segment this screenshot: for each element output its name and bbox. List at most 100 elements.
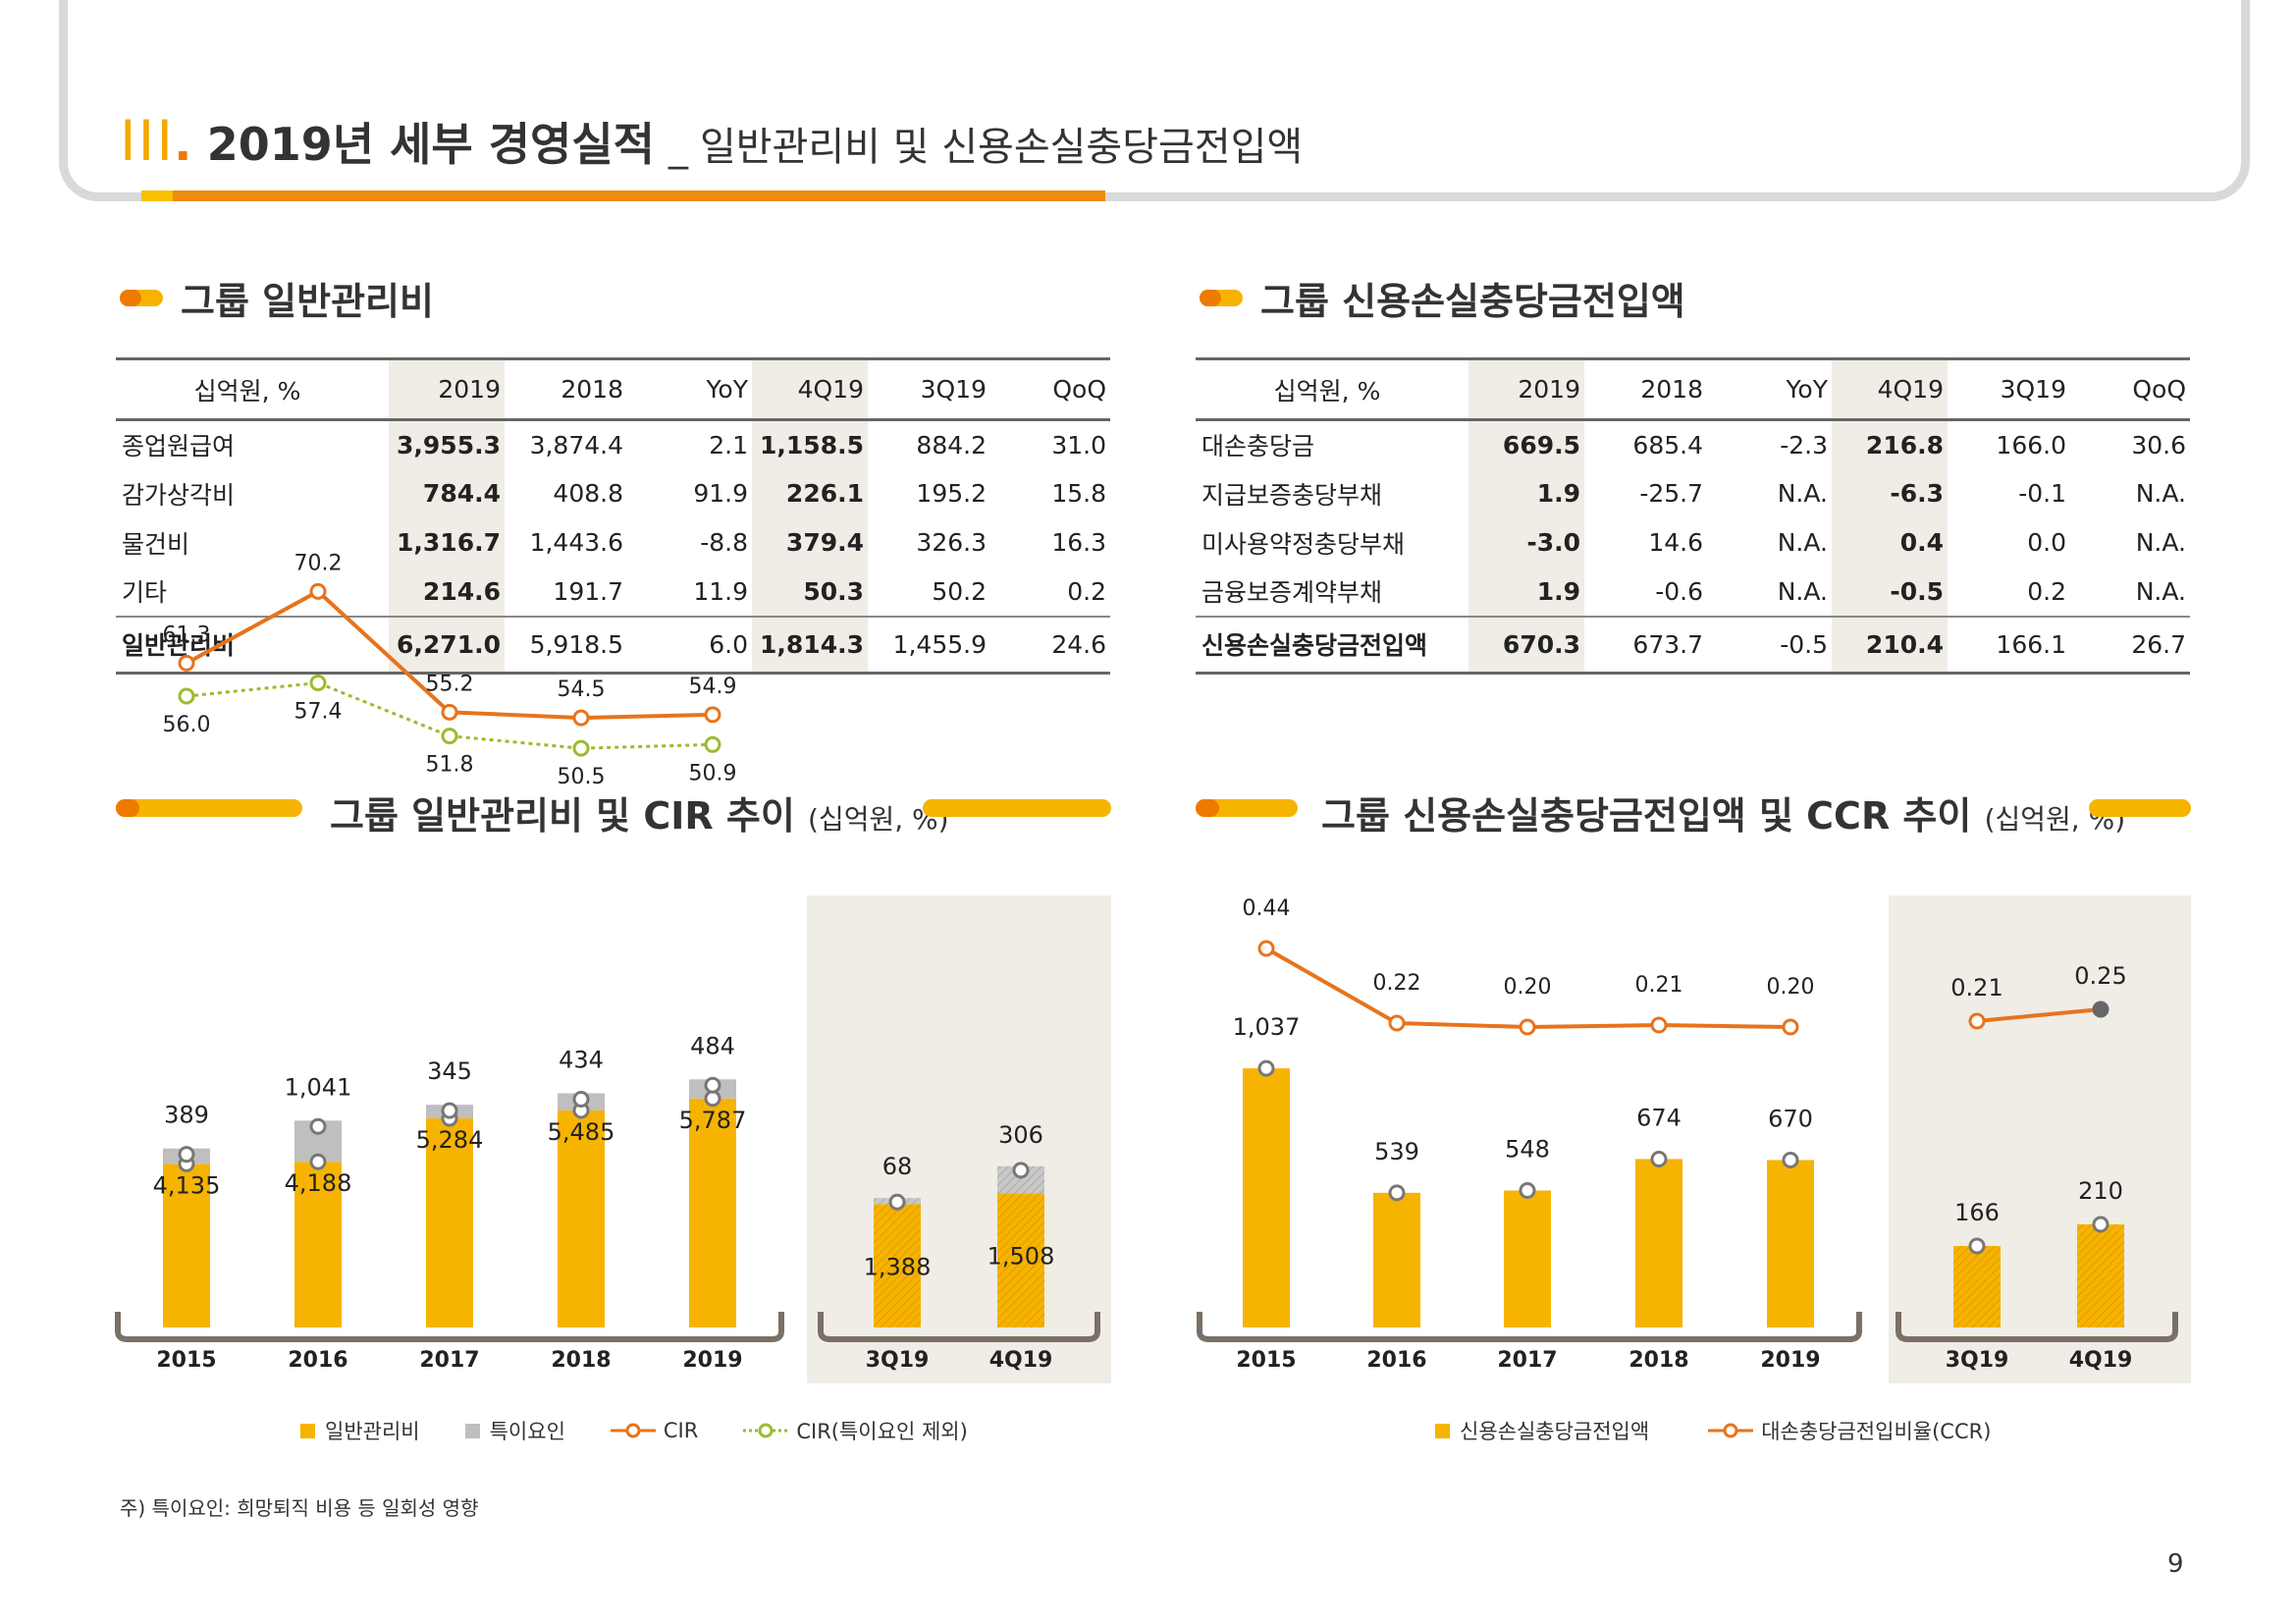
legend-line-cir-icon bbox=[610, 1423, 656, 1438]
special-bar-marker bbox=[572, 1090, 590, 1108]
x-axis-bracket bbox=[115, 1312, 784, 1342]
cell-value: 31.0 bbox=[1051, 430, 1106, 460]
table-row: 종업원급여 3,955.3 3,874.4 2.1 1,158.5 884.2 … bbox=[116, 419, 1110, 469]
cir-point bbox=[178, 654, 195, 672]
cell-value: 16.3 bbox=[1051, 528, 1106, 557]
table-header-row: 십억원, % 2019 2018 YoY 4Q19 3Q19 QoQ bbox=[1196, 357, 2190, 421]
page-title-main: 2019년 세부 경영실적 bbox=[206, 118, 655, 171]
sga-bar bbox=[163, 1164, 210, 1327]
legend-label: 특이요인 bbox=[489, 1420, 565, 1443]
legend-item-provision: 신용손실충당금전입액 bbox=[1435, 1416, 1649, 1445]
legend-right: 신용손실충당금전입액 대손충당금전입비율(CCR) bbox=[1435, 1416, 2036, 1445]
table-header-4q19: 4Q19 bbox=[752, 357, 868, 421]
provision-bar-marker bbox=[1650, 1150, 1668, 1167]
page-subtitle: 일반관리비 및 신용손실충당금전입액 bbox=[699, 125, 1304, 170]
table-header-2018: 2018 bbox=[1584, 357, 1707, 421]
chart-title-right: 그룹 신용손실충당금전입액 및 CCR 추이 (십억원, %) bbox=[1321, 785, 2125, 839]
table-total-row: 신용손실충당금전입액 670.3 673.7 -0.5 210.4 166.1 … bbox=[1196, 615, 2190, 675]
sga-bar-marker bbox=[704, 1090, 721, 1108]
cell-value: 166.0 bbox=[1996, 430, 2066, 460]
chart-title-deco-right bbox=[1196, 799, 1298, 817]
section-pill-icon bbox=[1200, 290, 1243, 306]
page-title: III . 2019년 세부 경영실적 _ 일반관리비 및 신용손실충당금전입액 bbox=[120, 106, 1303, 174]
header-accent-tip bbox=[141, 190, 173, 201]
legend-label: CIR bbox=[663, 1419, 699, 1442]
table-row: 금융보증계약부채 1.9 -0.6 N.A. -0.5 0.2 N.A. bbox=[1196, 567, 2190, 617]
cell-value: N.A. bbox=[1777, 479, 1828, 508]
cell-value: 6,271.0 bbox=[389, 615, 505, 675]
special-value-label: 1,041 bbox=[285, 1073, 352, 1101]
x-tick-label: 2015 bbox=[1236, 1348, 1296, 1373]
ccr-value-label: 0.20 bbox=[1504, 975, 1552, 1000]
provision-bar bbox=[1243, 1068, 1290, 1327]
provision-bar bbox=[1373, 1192, 1420, 1327]
x-tick-label: 2017 bbox=[1497, 1348, 1557, 1373]
special-value-label: 345 bbox=[427, 1057, 472, 1085]
cir-point bbox=[704, 706, 721, 724]
cell-value: 884.2 bbox=[916, 430, 987, 460]
table-header-4q19: 4Q19 bbox=[1832, 357, 1948, 421]
header-accent-bar bbox=[141, 190, 1105, 201]
provision-bar-marker bbox=[1782, 1151, 1799, 1168]
sga-bar bbox=[294, 1162, 342, 1327]
cell-value: -25.7 bbox=[1639, 479, 1703, 508]
legend-item-special: 특이요인 bbox=[464, 1416, 565, 1445]
legend-label: 신용손실충당금전입액 bbox=[1460, 1420, 1650, 1443]
sga-bar bbox=[558, 1110, 605, 1327]
quarter-bar-marker bbox=[1012, 1162, 1030, 1179]
cell-value: 0.0 bbox=[2027, 528, 2066, 557]
x-tick-label: 2017 bbox=[419, 1348, 479, 1373]
x-tick-label: 2019 bbox=[682, 1348, 742, 1373]
cell-value: 210.4 bbox=[1832, 615, 1948, 675]
legend-item-ccr: 대손충당금전입비율(CCR) bbox=[1708, 1416, 1991, 1445]
sga-quarter-value-label: 1,388 bbox=[864, 1253, 932, 1280]
cir-excl-value-label: 50.5 bbox=[558, 765, 606, 789]
cell-value: 5,918.5 bbox=[505, 615, 627, 675]
quarter-panel-right bbox=[1889, 895, 2191, 1383]
cell-value: 191.7 bbox=[553, 576, 623, 606]
sga-quarter-bar bbox=[874, 1204, 921, 1327]
provision-quarter-marker bbox=[1968, 1237, 1986, 1255]
cell-value: 11.9 bbox=[693, 576, 748, 606]
sga-table: 십억원, % 2019 2018 YoY 4Q19 3Q19 QoQ 종업원급여… bbox=[116, 357, 1110, 675]
cell-value: 214.6 bbox=[389, 567, 505, 617]
x-tick-label: 2019 bbox=[1760, 1348, 1820, 1373]
cell-value: 195.2 bbox=[916, 479, 987, 508]
cell-value: 91.9 bbox=[693, 479, 748, 508]
legend-line-cir2-icon bbox=[743, 1423, 789, 1438]
provision-value-label: 539 bbox=[1374, 1138, 1419, 1165]
legend-label: 일반관리비 bbox=[325, 1420, 420, 1443]
cir-point bbox=[309, 582, 327, 600]
provision-quarter-marker bbox=[2092, 1216, 2109, 1233]
sga-value-label: 5,485 bbox=[548, 1118, 615, 1146]
x-axis-bracket bbox=[1197, 1312, 1862, 1342]
page-number: 9 bbox=[2167, 1549, 2184, 1579]
cell-value: -0.5 bbox=[1707, 615, 1832, 675]
cell-value: 226.1 bbox=[752, 468, 868, 518]
provision-bar-marker bbox=[1519, 1182, 1536, 1200]
cir-point bbox=[441, 703, 458, 721]
cell-value: 30.6 bbox=[2131, 430, 2186, 460]
row-label: 신용손실충당금전입액 bbox=[1196, 615, 1459, 675]
cell-value: 216.8 bbox=[1832, 419, 1948, 469]
cell-value: N.A. bbox=[2135, 576, 2186, 606]
table-row: 대손충당금 669.5 685.4 -2.3 216.8 166.0 30.6 bbox=[1196, 419, 2190, 469]
cell-value: 166.1 bbox=[1948, 615, 2070, 675]
x-tick-label: 3Q19 bbox=[1946, 1348, 2009, 1373]
row-label: 일반관리비 bbox=[116, 615, 379, 675]
provision-value-label: 674 bbox=[1636, 1104, 1682, 1131]
sga-bar bbox=[426, 1118, 473, 1327]
cir-excl-point bbox=[441, 728, 458, 745]
legend-swatch-special bbox=[464, 1423, 480, 1438]
quarter-bar-marker bbox=[888, 1193, 906, 1211]
cir-excl-point bbox=[572, 739, 590, 757]
cell-value: 50.3 bbox=[752, 567, 868, 617]
x-tick-label: 2018 bbox=[1629, 1348, 1688, 1373]
cell-value: N.A. bbox=[1777, 528, 1828, 557]
table-header-row: 십억원, % 2019 2018 YoY 4Q19 3Q19 QoQ bbox=[116, 357, 1110, 421]
table-header-2019: 2019 bbox=[389, 357, 505, 421]
ccr-value-label: 0.21 bbox=[1635, 973, 1683, 998]
sga-value-label: 5,787 bbox=[679, 1107, 747, 1134]
table-header-yoy: YoY bbox=[1707, 357, 1832, 421]
provision-bar bbox=[1504, 1190, 1551, 1327]
